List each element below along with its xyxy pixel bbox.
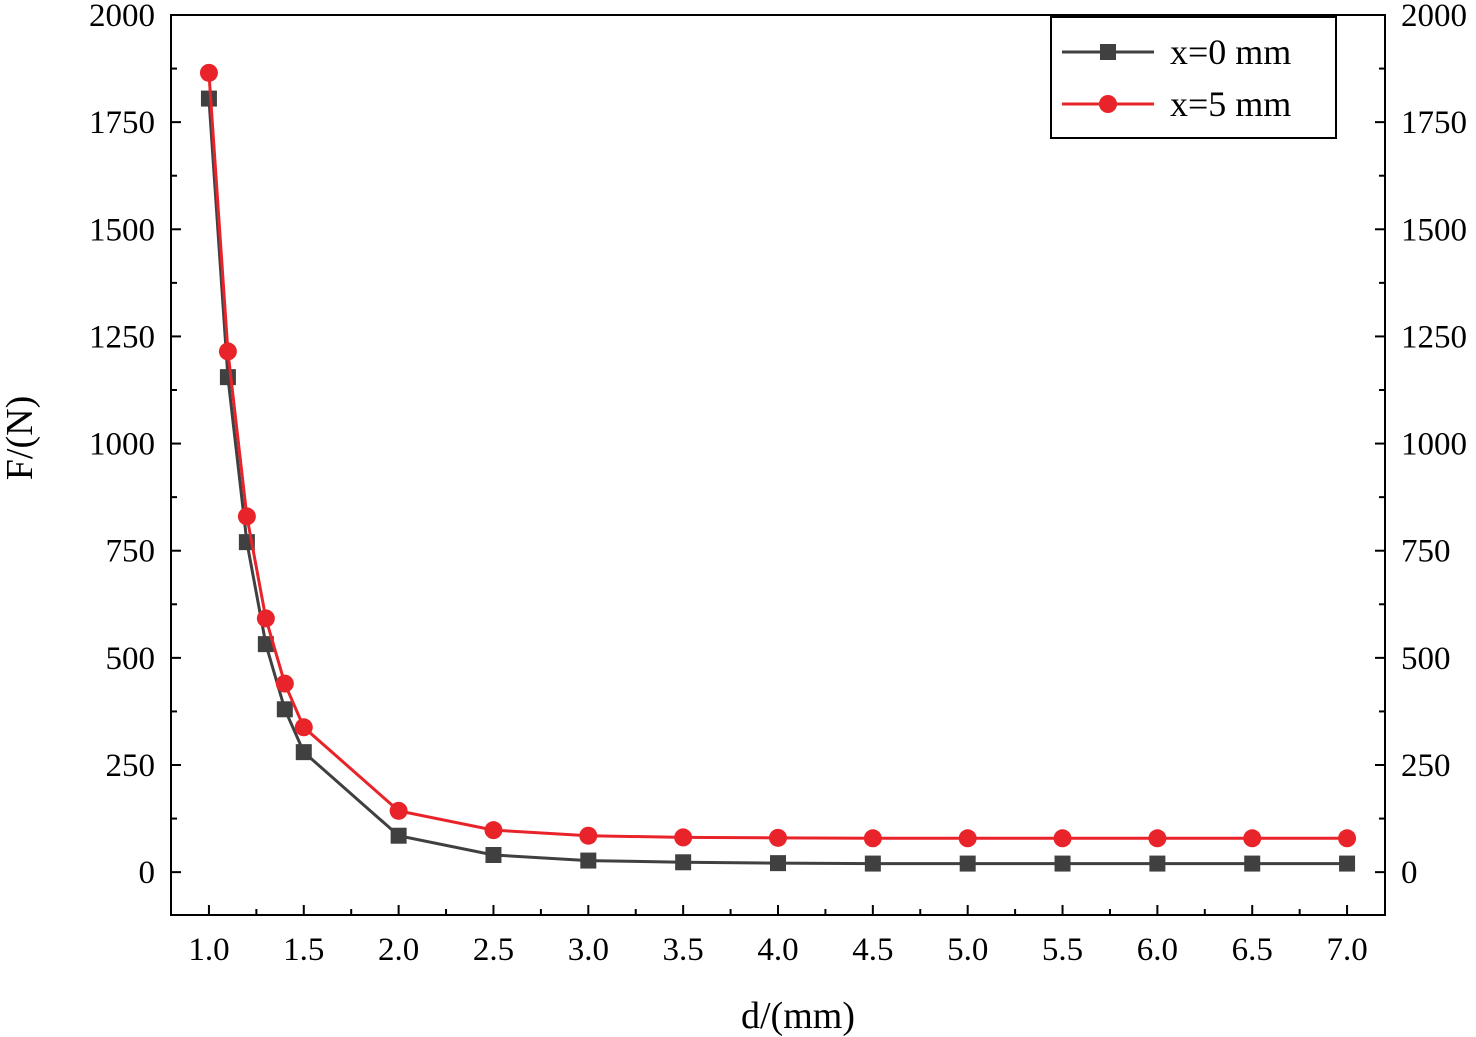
x-tick-label: 1.5	[283, 932, 324, 968]
y-right-tick-label: 1500	[1401, 212, 1467, 248]
data-point	[675, 854, 692, 871]
data-point	[218, 342, 237, 361]
y-tick-label: 2000	[89, 0, 155, 34]
data-point	[770, 855, 786, 872]
x-tick-label: 4.0	[757, 932, 798, 968]
series-1	[199, 63, 1357, 848]
x-tick-label: 2.0	[378, 932, 419, 968]
data-point	[579, 826, 598, 845]
x-tick-label: 6.0	[1137, 932, 1178, 968]
data-point	[863, 829, 882, 848]
series-layer	[199, 63, 1357, 872]
y-tick-label: 0	[139, 855, 156, 891]
data-point	[1054, 855, 1071, 872]
y-axis-left: 0 250 500 750 1000 1250 1500 1750 2000	[89, 0, 181, 891]
data-point	[295, 744, 312, 761]
data-point	[1053, 829, 1072, 848]
y-right-tick-label: 2000	[1401, 0, 1467, 34]
data-point	[276, 701, 293, 718]
data-point	[485, 847, 502, 863]
y-right-tick-label: 1250	[1401, 319, 1467, 355]
data-point	[237, 507, 256, 526]
legend-label-series-0: x=0 mm	[1170, 32, 1291, 72]
y-tick-label: 500	[106, 641, 156, 677]
data-point	[769, 828, 787, 847]
y-tick-label: 250	[106, 748, 156, 784]
y-axis-title: F/(N)	[0, 396, 41, 480]
data-point	[959, 855, 976, 872]
data-point	[199, 63, 218, 82]
data-point	[219, 369, 236, 386]
data-point	[275, 674, 294, 693]
series-line	[207, 72, 1348, 840]
legend-box	[1050, 16, 1337, 139]
data-point	[1243, 829, 1262, 848]
data-point	[389, 801, 408, 820]
data-point	[580, 852, 597, 869]
y-tick-label: 1500	[89, 212, 155, 248]
data-point	[256, 609, 275, 628]
x-tick-label: 1.0	[188, 932, 229, 968]
x-tick-label: 6.5	[1232, 932, 1273, 968]
data-point	[257, 636, 274, 653]
data-point	[200, 90, 217, 107]
x-tick-label: 2.5	[473, 932, 514, 968]
legend-label-series-1: x=5 mm	[1170, 84, 1291, 124]
y-tick-label: 1250	[89, 319, 155, 355]
data-point	[864, 855, 881, 872]
x-axis: 1.0 1.5 2.0 2.5 3.0 3.5 4.0 4.5 5.0 5.5 6.0 6.5 7.0	[188, 905, 1368, 968]
data-point	[1148, 829, 1167, 848]
y-right-tick-label: 1750	[1401, 105, 1467, 141]
legend: x=0 mm x=5 mm	[1050, 16, 1337, 139]
data-point	[390, 827, 407, 844]
data-point	[1338, 829, 1357, 848]
y-axis-right: 0 250 500 750 1000 1250 1500 1750 2000	[1375, 0, 1467, 891]
x-axis-title: d/(mm)	[741, 995, 855, 1037]
y-tick-label: 750	[106, 534, 156, 570]
x-tick-label: 3.0	[568, 932, 609, 968]
data-point	[1149, 855, 1166, 872]
data-point	[958, 829, 977, 848]
x-tick-label: 4.5	[852, 932, 893, 968]
x-tick-label: 5.0	[947, 932, 988, 968]
data-point	[674, 828, 693, 847]
y-right-tick-label: 750	[1401, 534, 1451, 570]
y-tick-label: 1750	[89, 105, 155, 141]
y-right-tick-label: 500	[1401, 641, 1451, 677]
data-point	[1244, 855, 1261, 872]
series-0	[200, 90, 1356, 872]
legend-marker-series-0	[1100, 44, 1116, 60]
y-tick-label: 1000	[89, 427, 155, 463]
x-tick-label: 7.0	[1326, 932, 1367, 968]
series-line	[207, 98, 1348, 866]
legend-marker-series-1	[1099, 95, 1117, 113]
data-point	[484, 821, 503, 840]
data-point	[294, 718, 313, 737]
data-point	[1339, 855, 1356, 872]
x-tick-label: 3.5	[663, 932, 704, 968]
y-right-tick-label: 1000	[1401, 427, 1467, 463]
y-right-tick-label: 250	[1401, 748, 1451, 784]
x-tick-label: 5.5	[1042, 932, 1083, 968]
plot-frame	[170, 14, 1386, 916]
y-right-tick-label: 0	[1401, 855, 1418, 891]
